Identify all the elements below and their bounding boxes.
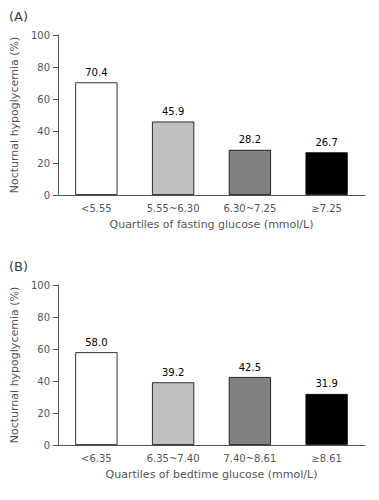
svg-text:39.2: 39.2 [162,367,184,378]
svg-text:28.2: 28.2 [239,134,261,145]
svg-text:<6.35: <6.35 [81,453,112,464]
svg-text:80: 80 [37,62,50,73]
svg-text:60: 60 [37,344,50,355]
svg-text:7.40~8.61: 7.40~8.61 [223,453,276,464]
svg-text:Quartiles of fasting glucose (: Quartiles of fasting glucose (mmol/L) [110,218,314,231]
svg-text:70.4: 70.4 [85,67,107,78]
svg-text:6.35~7.40: 6.35~7.40 [147,453,200,464]
svg-text:(A): (A) [9,9,28,24]
svg-text:20: 20 [37,158,50,169]
svg-text:58.0: 58.0 [85,337,107,348]
svg-text:≥7.25: ≥7.25 [311,203,342,214]
svg-text:26.7: 26.7 [315,137,337,148]
svg-text:100: 100 [31,280,50,291]
svg-text:31.9: 31.9 [315,378,337,389]
svg-text:6.30~7.25: 6.30~7.25 [223,203,276,214]
svg-text:(B): (B) [9,259,28,274]
svg-text:40: 40 [37,126,50,137]
svg-text:80: 80 [37,312,50,323]
svg-text:≥8.61: ≥8.61 [311,453,342,464]
svg-text:Quartiles of bedtime glucose (: Quartiles of bedtime glucose (mmol/L) [106,468,318,481]
svg-text:42.5: 42.5 [239,362,261,373]
svg-text:60: 60 [37,94,50,105]
svg-text:<5.55: <5.55 [81,203,112,214]
svg-text:45.9: 45.9 [162,106,184,117]
svg-text:40: 40 [37,376,50,387]
svg-text:Nocturnal hypoglycemia (%): Nocturnal hypoglycemia (%) [8,37,21,194]
svg-text:5.55~6.30: 5.55~6.30 [147,203,200,214]
svg-text:20: 20 [37,408,50,419]
svg-text:Nocturnal hypoglycemia (%): Nocturnal hypoglycemia (%) [8,287,21,444]
svg-text:100: 100 [31,30,50,41]
svg-text:0: 0 [44,190,50,201]
svg-text:0: 0 [44,440,50,451]
